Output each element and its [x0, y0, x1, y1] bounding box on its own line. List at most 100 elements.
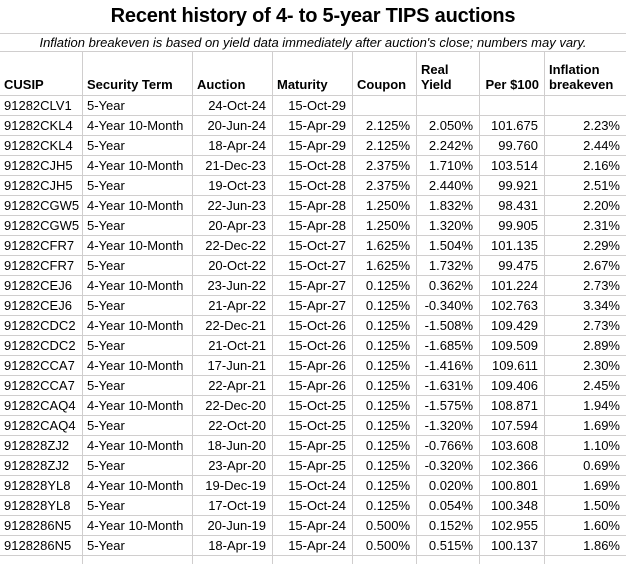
cell: 99.760: [480, 136, 545, 156]
table-row: 91282CKL4 4-Year 10-Month 20-Jun-24 15-Apr-…: [0, 116, 626, 136]
cell: 0.500%: [353, 536, 417, 556]
cell: 2.375%: [353, 176, 417, 196]
cell: 99.475: [480, 256, 545, 276]
cell: 4-Year 10-Month: [83, 396, 193, 416]
cell: 0.125%: [353, 476, 417, 496]
cell: 22-Dec-21: [193, 316, 273, 336]
cell: 4-Year 10-Month: [83, 116, 193, 136]
cell: 15-Oct-29: [273, 96, 353, 116]
cell: 1.250%: [353, 196, 417, 216]
cell: 15-Oct-26: [273, 336, 353, 356]
cell: 0.125%: [353, 396, 417, 416]
cell: 2.125%: [353, 116, 417, 136]
cell: 91282CCA7: [0, 356, 83, 376]
cell: 4-Year 10-Month: [83, 156, 193, 176]
cell: 15-Apr-24: [273, 516, 353, 536]
cell: 109.429: [480, 316, 545, 336]
table-row: 91282CJH5 5-Year 19-Oct-23 15-Oct-28 2.375% 2…: [0, 176, 626, 196]
cell: 1.69%: [545, 416, 626, 436]
cell: 18-Apr-19: [193, 536, 273, 556]
cell: 15-Oct-28: [273, 156, 353, 176]
table-row: 91282CFR7 4-Year 10-Month 22-Dec-22 15-Oct-…: [0, 236, 626, 256]
cell: 15-Oct-28: [273, 176, 353, 196]
table-row: 9128286N5 4-Year 10-Month 20-Jun-19 15-Apr-…: [0, 516, 626, 536]
cell: 5-Year: [83, 256, 193, 276]
cell: 91282CFR7: [0, 236, 83, 256]
column-header-security-term: Security Term: [83, 52, 193, 96]
cell: 1.50%: [545, 496, 626, 516]
cell: 1.10%: [545, 436, 626, 456]
cell: 20-Oct-22: [193, 256, 273, 276]
cell: 91282CDC2: [0, 316, 83, 336]
cell: 103.608: [480, 436, 545, 456]
cell: 0.125%: [353, 356, 417, 376]
cell: 2.125%: [353, 136, 417, 156]
cell: 0.69%: [545, 456, 626, 476]
cell: 0.515%: [417, 536, 480, 556]
cell: 0.125%: [353, 376, 417, 396]
cell: 2.31%: [545, 216, 626, 236]
cell: 17-Jun-21: [193, 356, 273, 376]
cell: 1.94%: [545, 396, 626, 416]
cell: 15-Oct-24: [273, 496, 353, 516]
cell: 15-Oct-24: [273, 476, 353, 496]
empty-cell: [83, 556, 193, 564]
cell: 91282CEJ6: [0, 296, 83, 316]
cell: 4-Year 10-Month: [83, 196, 193, 216]
table-row: 91282CDC2 4-Year 10-Month 22-Dec-21 15-Oct-…: [0, 316, 626, 336]
column-header-inflation-breakeven: Inflation breakeven: [545, 52, 626, 96]
cell: 912828YL8: [0, 496, 83, 516]
cell: 5-Year: [83, 96, 193, 116]
cell: 5-Year: [83, 536, 193, 556]
cell: 18-Apr-24: [193, 136, 273, 156]
cell: 5-Year: [83, 456, 193, 476]
cell: 2.050%: [417, 116, 480, 136]
cell: 19-Dec-19: [193, 476, 273, 496]
cell: 15-Oct-25: [273, 396, 353, 416]
cell: 0.125%: [353, 436, 417, 456]
empty-cell: [273, 556, 353, 564]
table-header-row: CUSIP Security Term Auction Maturity Coupon R…: [0, 52, 626, 96]
cell: 1.250%: [353, 216, 417, 236]
cell: -1.685%: [417, 336, 480, 356]
cell: 0.125%: [353, 296, 417, 316]
cell: 22-Oct-20: [193, 416, 273, 436]
cell: 109.406: [480, 376, 545, 396]
empty-cell: [0, 556, 83, 564]
cell: 98.431: [480, 196, 545, 216]
cell: 21-Oct-21: [193, 336, 273, 356]
tips-auctions-table: CUSIP Security Term Auction Maturity Coupon R…: [0, 52, 626, 564]
table-row: 912828YL8 5-Year 17-Oct-19 15-Oct-24 0.125% 0…: [0, 496, 626, 516]
cell: 15-Apr-26: [273, 376, 353, 396]
column-header-cusip: CUSIP: [0, 52, 83, 96]
cell: 5-Year: [83, 376, 193, 396]
table-row: 91282CKL4 5-Year 18-Apr-24 15-Apr-29 2.125% 2…: [0, 136, 626, 156]
empty-cell: [545, 556, 626, 564]
table-row: 91282CCA7 4-Year 10-Month 17-Jun-21 15-Apr-…: [0, 356, 626, 376]
cell: 19-Oct-23: [193, 176, 273, 196]
cell: -1.416%: [417, 356, 480, 376]
empty-cell: [353, 556, 417, 564]
cell: 912828ZJ2: [0, 456, 83, 476]
cell: 109.611: [480, 356, 545, 376]
empty-cell: [417, 556, 480, 564]
cell: 912828YL8: [0, 476, 83, 496]
cell: 20-Apr-23: [193, 216, 273, 236]
cell: 21-Dec-23: [193, 156, 273, 176]
cell: 23-Apr-20: [193, 456, 273, 476]
cell: 3.34%: [545, 296, 626, 316]
cell: 2.67%: [545, 256, 626, 276]
cell: -1.320%: [417, 416, 480, 436]
cell: 2.23%: [545, 116, 626, 136]
cell: 2.20%: [545, 196, 626, 216]
cell: 100.137: [480, 536, 545, 556]
cell: 0.500%: [353, 516, 417, 536]
cell: 4-Year 10-Month: [83, 236, 193, 256]
cell: 101.224: [480, 276, 545, 296]
cell: 15-Apr-28: [273, 196, 353, 216]
cell: 2.16%: [545, 156, 626, 176]
cell: 103.514: [480, 156, 545, 176]
empty-cell: [480, 556, 545, 564]
cell: 99.921: [480, 176, 545, 196]
